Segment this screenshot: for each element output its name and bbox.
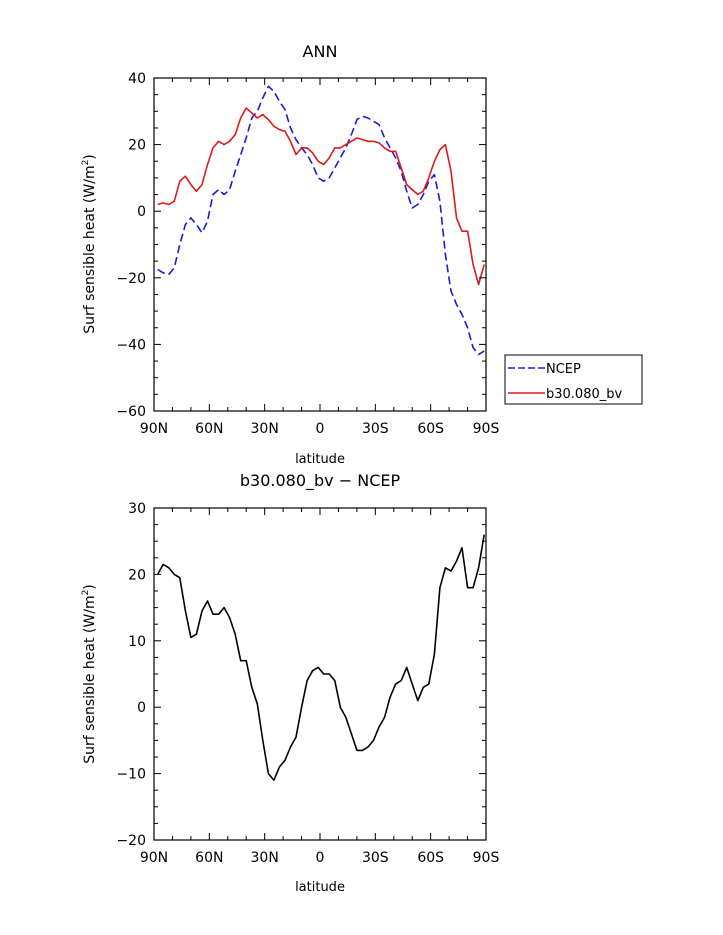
x-tick-label: 30N (251, 421, 279, 437)
y-tick-label: 0 (137, 700, 146, 716)
x-tick-label: 90S (473, 421, 500, 437)
chart-title: b30.080_bv − NCEP (240, 471, 401, 491)
x-tick-label: 60N (195, 421, 223, 437)
plot-frame (153, 507, 487, 841)
y-axis-label-close: ) (82, 584, 98, 589)
y-tick-label: 0 (137, 204, 146, 220)
y-tick-label: 20 (128, 138, 146, 154)
chart-annual-mean: ANN 90N 60N 30N 0 30S 60S 90S −60 −40 −20 0 20 40 la… (81, 42, 643, 467)
chart-difference: b30.080_bv − NCEP 90N 60N 30N 0 30S 60S 90S −20… (81, 471, 499, 895)
y-tick-label: −20 (116, 833, 146, 849)
legend-label: NCEP (546, 362, 581, 377)
x-tick-label: 0 (316, 850, 325, 866)
x-axis-label: latitude (295, 880, 345, 895)
y-tick-label: −40 (116, 337, 146, 353)
x-tick-label: 90S (473, 850, 500, 866)
y-tick-label: 10 (128, 634, 146, 650)
x-tick-label: 30S (362, 850, 389, 866)
x-tick-label: 60S (417, 850, 444, 866)
chart-title: ANN (303, 42, 338, 61)
y-tick-label: −60 (116, 404, 146, 420)
legend-label: b30.080_bv (546, 387, 622, 402)
x-tick-label: 60N (195, 850, 223, 866)
series-line-b30-080-bv-ncep (156, 534, 485, 782)
x-tick-label: 90N (140, 850, 168, 866)
x-tick-label: 90N (140, 421, 168, 437)
y-axis-label-superscript: 2 (81, 590, 91, 596)
series-line-b30-080-bv (157, 107, 485, 286)
y-axis-label-text: Surf sensible heat (W/m (82, 595, 98, 763)
y-axis-label: Surf sensible heat (W/m2) (81, 154, 98, 334)
y-axis-label: Surf sensible heat (W/m2) (81, 584, 98, 764)
x-axis-label: latitude (295, 452, 345, 467)
y-tick-label: 40 (128, 71, 146, 87)
y-tick-label: −20 (116, 271, 146, 287)
plot-frame (153, 77, 487, 412)
y-axis-label-close: ) (82, 154, 98, 159)
y-tick-label: 30 (128, 501, 146, 517)
x-tick-label: 30N (251, 850, 279, 866)
series-line-ncep (157, 85, 485, 356)
y-axis-label-text: Surf sensible heat (W/m (82, 165, 98, 333)
x-tick-label: 0 (316, 421, 325, 437)
x-tick-label: 60S (417, 421, 444, 437)
legend: NCEP b30.080_bv (504, 354, 643, 405)
y-tick-label: 20 (128, 567, 146, 583)
legend-box (504, 354, 643, 405)
y-axis-label-superscript: 2 (81, 160, 91, 166)
y-tick-label: −10 (116, 767, 146, 783)
x-tick-label: 30S (362, 421, 389, 437)
